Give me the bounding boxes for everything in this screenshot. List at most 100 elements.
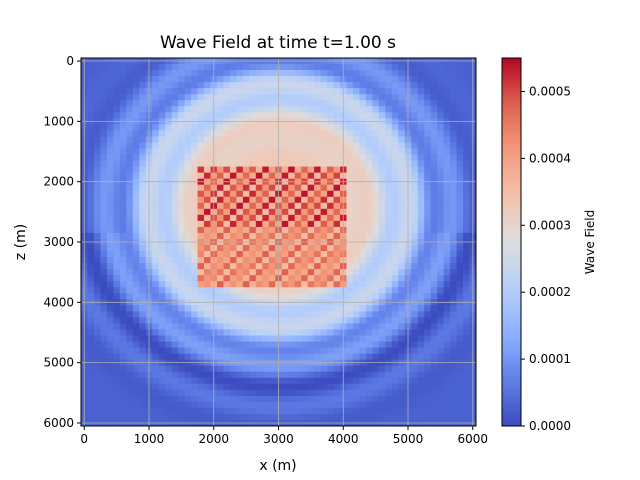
heatmap-cell (178, 100, 186, 107)
heatmap-cell (204, 190, 211, 198)
heatmap-cell (463, 245, 470, 252)
heatmap-cell (294, 329, 302, 336)
heatmap-cell (294, 251, 302, 258)
heatmap-cell (184, 251, 192, 258)
heatmap-cell (307, 329, 315, 336)
heatmap-cell (139, 353, 147, 361)
heatmap-cell (320, 305, 328, 312)
heatmap-cell (87, 214, 95, 222)
heatmap-cell (229, 389, 237, 397)
heatmap-cell (359, 245, 367, 252)
heatmap-cell (314, 172, 321, 180)
heatmap-cell (307, 383, 315, 391)
heatmap-cell (463, 275, 470, 282)
heatmap-cell (301, 226, 309, 234)
heatmap-cell (165, 245, 173, 252)
heatmap-cell (450, 305, 457, 312)
heatmap-cell (333, 124, 341, 131)
heatmap-cell (314, 70, 321, 77)
heatmap-cell (463, 130, 470, 137)
heatmap-cell (333, 94, 341, 101)
heatmap-cell (385, 305, 393, 312)
heatmap-cell (372, 184, 380, 192)
heatmap-cell (204, 160, 211, 167)
heatmap-cell (424, 136, 432, 143)
heatmap-cell (398, 160, 406, 167)
heatmap-cell (359, 341, 367, 348)
heatmap-cell (126, 64, 134, 71)
heatmap-cell (424, 401, 432, 409)
heatmap-cell (236, 365, 244, 373)
heatmap-cell (152, 76, 160, 83)
heatmap-cell (229, 184, 237, 192)
heatmap-cell (184, 88, 192, 95)
heatmap-cell (307, 196, 315, 204)
heatmap-cell (398, 275, 406, 282)
heatmap-cell (165, 269, 173, 276)
heatmap-cell (327, 208, 334, 216)
heatmap-cell (411, 148, 419, 155)
heatmap-cell (430, 245, 438, 252)
heatmap-cell (378, 88, 386, 95)
heatmap-cell (249, 275, 257, 282)
heatmap-cell (391, 220, 399, 228)
heatmap-cell (93, 365, 101, 373)
heatmap-cell (255, 88, 263, 95)
heatmap-cell (87, 94, 95, 101)
heatmap-cell (372, 88, 380, 95)
heatmap-cell (391, 335, 399, 342)
heatmap-cell (456, 112, 464, 119)
heatmap-cell (139, 341, 147, 348)
heatmap-cell (106, 269, 114, 276)
heatmap-cell (443, 263, 451, 270)
heatmap-cell (443, 106, 451, 113)
heatmap-cell (320, 395, 328, 403)
heatmap-cell (229, 377, 237, 385)
heatmap-cell (204, 311, 211, 318)
heatmap-cell (119, 226, 127, 234)
y-tick-label: 3000 (43, 235, 74, 249)
heatmap-cell (463, 407, 470, 415)
heatmap-cell (184, 317, 192, 324)
heatmap-cell (385, 142, 393, 149)
heatmap-cell (281, 365, 289, 373)
heatmap-cell (443, 112, 451, 119)
heatmap-cell (249, 365, 257, 373)
heatmap-cell (411, 226, 419, 234)
heatmap-cell (87, 269, 95, 276)
heatmap-cell (171, 124, 179, 131)
heatmap-cell (223, 395, 231, 403)
heatmap-cell (262, 281, 270, 288)
heatmap-cell (385, 341, 393, 348)
heatmap-cell (262, 70, 270, 77)
heatmap-cell (463, 136, 470, 143)
heatmap-cell (424, 353, 432, 361)
heatmap-cell (346, 311, 354, 318)
heatmap-cell (191, 148, 198, 155)
heatmap-cell (268, 389, 276, 397)
heatmap-cell (178, 82, 186, 89)
heatmap-cell (255, 365, 263, 373)
heatmap-cell (320, 124, 328, 131)
heatmap-cell (184, 166, 192, 174)
heatmap-cell (327, 371, 334, 379)
heatmap-cell (398, 293, 406, 300)
heatmap-cell (352, 124, 360, 131)
heatmap-cell (463, 166, 470, 174)
heatmap-cell (391, 154, 399, 161)
heatmap-cell (352, 154, 360, 161)
heatmap-cell (320, 263, 328, 270)
heatmap-cell (249, 64, 257, 71)
heatmap-cell (398, 100, 406, 107)
heatmap-cell (417, 341, 425, 348)
heatmap-cell (126, 112, 134, 119)
heatmap-cell (93, 257, 101, 264)
heatmap-cell (411, 347, 419, 354)
heatmap-cell (197, 413, 205, 421)
heatmap-cell (281, 305, 289, 312)
heatmap-cell (385, 100, 393, 107)
heatmap-cell (242, 214, 250, 222)
heatmap-cell (437, 148, 445, 155)
heatmap-cell (119, 371, 127, 379)
heatmap-cell (204, 353, 211, 361)
